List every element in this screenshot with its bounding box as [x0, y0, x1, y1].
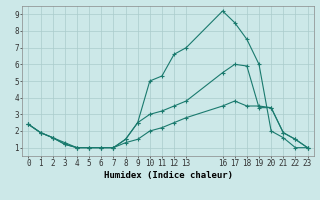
X-axis label: Humidex (Indice chaleur): Humidex (Indice chaleur): [103, 171, 233, 180]
